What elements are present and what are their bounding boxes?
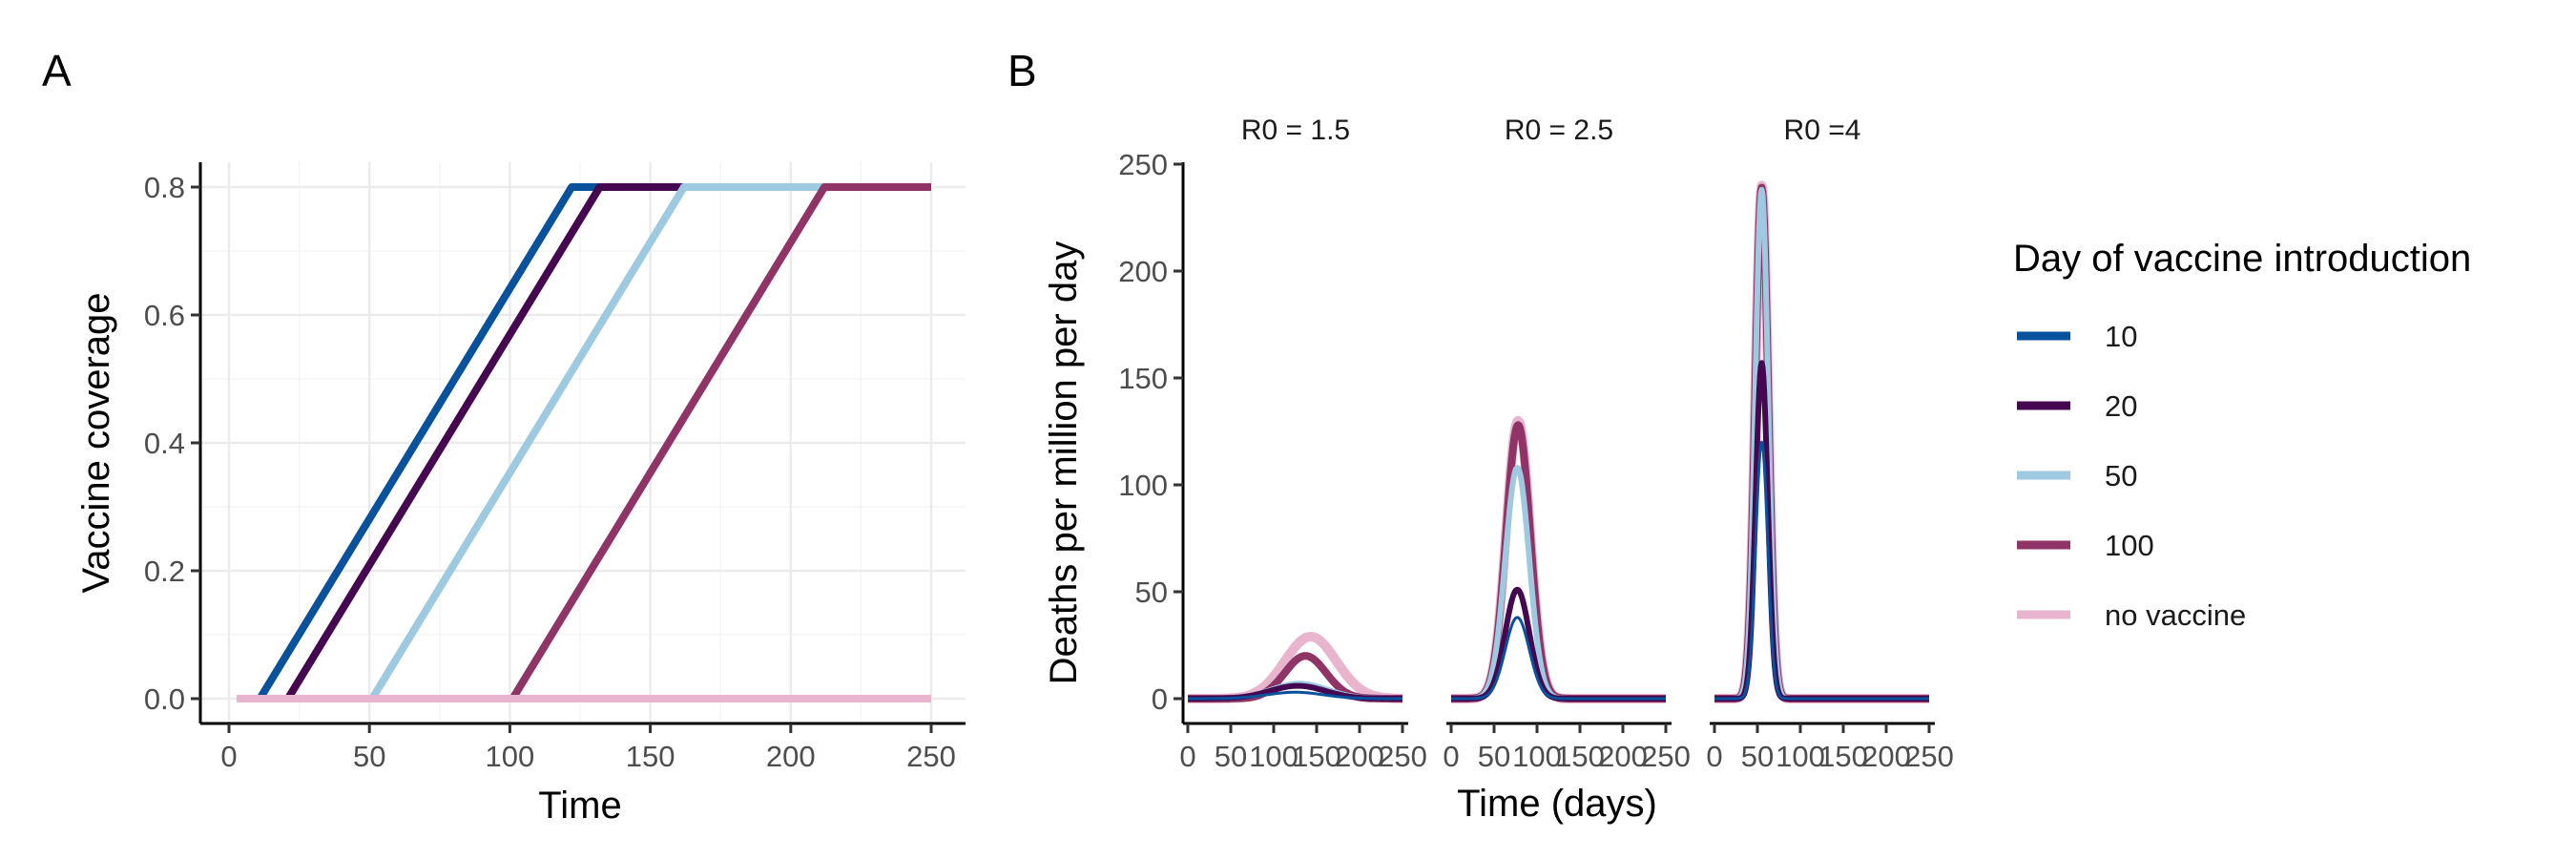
panel-b-x-tick-label: 0 <box>1706 740 1722 773</box>
panel-b-x-tick-label: 200 <box>1598 740 1648 773</box>
panel-a-y-axis-title: Vaccine coverage <box>75 293 117 594</box>
panel-a-y-tick-label: 0.6 <box>144 299 185 332</box>
panel-b-x-tick-label: 250 <box>1641 740 1691 773</box>
panel-b-y-tick-label: 250 <box>1118 148 1168 181</box>
panel-b-x-axis-title: Time (days) <box>1457 783 1657 825</box>
panel-a-x-tick-label: 150 <box>626 740 675 773</box>
panel-b-x-tick-label: 50 <box>1741 740 1774 773</box>
legend-label-50: 50 <box>2105 459 2137 492</box>
panel-b-x-tick-label: 100 <box>1512 740 1562 773</box>
panel-a-x-tick-label: 100 <box>486 740 535 773</box>
panel-b-y-tick-label: 0 <box>1152 682 1168 716</box>
panel-b-facet-title: R0 =4 <box>1784 115 1861 146</box>
panel-b-series-50 <box>1448 465 1669 702</box>
panel-b-x-tick-label: 0 <box>1443 740 1459 773</box>
panel-b-x-tick-label: 200 <box>1861 740 1911 773</box>
panel-b-x-tick-label: 250 <box>1378 740 1427 773</box>
panel-b-series-10 <box>1450 616 1667 701</box>
panel-b-x-tick-label: 150 <box>1292 740 1341 773</box>
panel-b-y-tick-label: 50 <box>1135 576 1168 609</box>
panel-a-x-tick-label: 0 <box>220 740 237 773</box>
panel-a-y-tick-label: 0.0 <box>144 682 185 716</box>
panel-b-x-tick-label: 100 <box>1776 740 1825 773</box>
panel-b-x-tick-label: 150 <box>1818 740 1868 773</box>
legend-label-no-vaccine: no vaccine <box>2105 598 2246 632</box>
panel-a-x-tick-label: 250 <box>906 740 956 773</box>
panel-a-chart: 0 50 100 150 200 250 0.0 0.2 0.4 0.6 0.8 Time Vaccin… <box>75 162 966 827</box>
panel-b-x-tick-label: 0 <box>1179 740 1195 773</box>
panel-b-series-no-vaccine <box>1446 415 1671 703</box>
panel-b-x-tick-label: 200 <box>1335 740 1384 773</box>
panel-b-series-100 <box>1447 421 1670 702</box>
panel-b-x-tick-label: 50 <box>1215 740 1247 773</box>
panel-b-x-tick-label: 50 <box>1478 740 1510 773</box>
panel-a-x-axis-title: Time <box>538 785 621 827</box>
legend-label-20: 20 <box>2105 389 2137 423</box>
panel-b-series-50 <box>1712 186 1932 702</box>
panel-b-facet-title: R0 = 2.5 <box>1505 115 1613 146</box>
panel-b-y-tick-label: 200 <box>1118 255 1168 288</box>
panel-b-series-10 <box>1714 440 1930 701</box>
panel-b-letter: B <box>1008 46 1037 95</box>
legend-title: Day of vaccine introduction <box>2013 238 2471 280</box>
panel-a-x-tick-label: 50 <box>353 740 385 773</box>
panel-b-x-tick-label: 100 <box>1249 740 1298 773</box>
legend-label-10: 10 <box>2105 320 2137 353</box>
panel-b-series-20 <box>1448 586 1669 702</box>
panel-b-y-tick-label: 100 <box>1118 469 1168 502</box>
panel-a-letter: A <box>42 46 72 95</box>
panel-b-series-10 <box>1187 690 1403 701</box>
panel-a-x-tick-label: 200 <box>766 740 816 773</box>
panel-a-y-tick-label: 0.4 <box>144 427 185 460</box>
panel-b-y-tick-label: 150 <box>1118 362 1168 395</box>
panel-b-series-no-vaccine <box>1183 632 1407 703</box>
panel-b-y-axis-title: Deaths per million per day <box>1043 241 1085 685</box>
panel-a-y-tick-label: 0.8 <box>144 171 185 204</box>
panel-b-x-tick-label: 150 <box>1555 740 1605 773</box>
panel-b-facet-title: R0 = 1.5 <box>1241 115 1350 146</box>
panel-b-x-tick-label: 250 <box>1904 740 1954 773</box>
panel-a-y-tick-label: 0.2 <box>144 555 185 588</box>
legend-label-100: 100 <box>2105 529 2154 562</box>
legend: Day of vaccine introduction 10 20 50 100 no … <box>2013 238 2471 632</box>
